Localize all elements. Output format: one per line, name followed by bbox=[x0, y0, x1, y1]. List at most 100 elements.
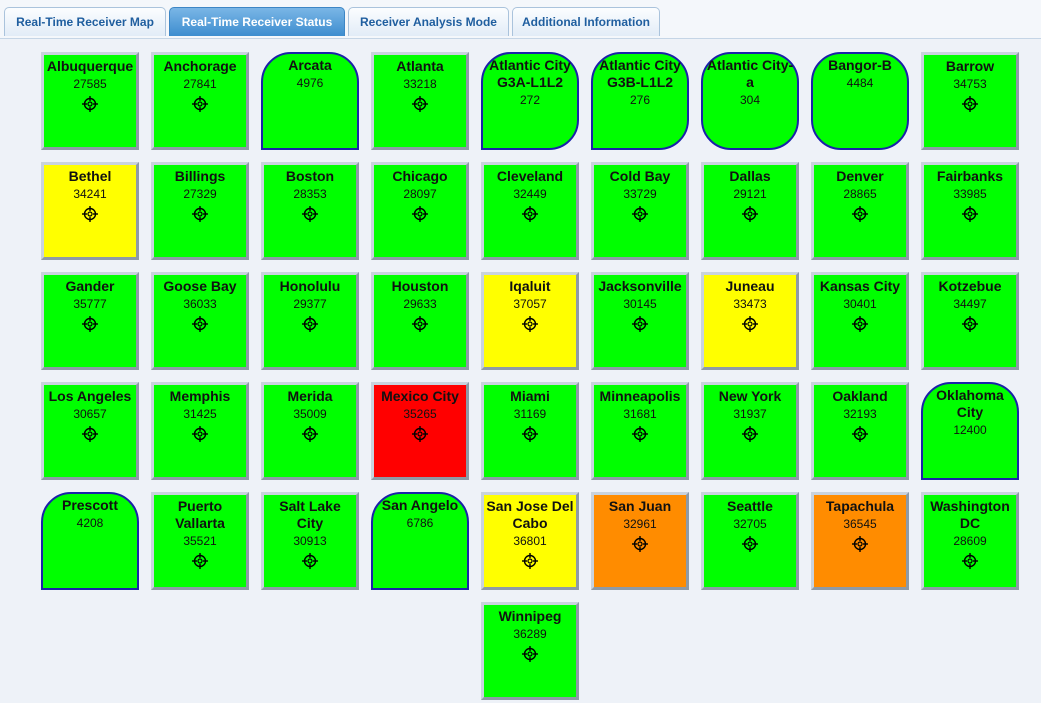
crosshair-icon[interactable] bbox=[192, 553, 208, 569]
receiver-tile[interactable]: Goose Bay 36033 bbox=[151, 272, 249, 370]
crosshair-icon[interactable] bbox=[82, 206, 98, 222]
receiver-tile[interactable]: San Juan 32961 bbox=[591, 492, 689, 590]
receiver-tile[interactable]: Prescott 4208 bbox=[41, 492, 139, 590]
crosshair-icon[interactable] bbox=[302, 206, 318, 222]
crosshair-icon[interactable] bbox=[192, 96, 208, 112]
receiver-name: Tapachula bbox=[825, 498, 895, 514]
crosshair-icon[interactable] bbox=[522, 553, 538, 569]
crosshair-icon[interactable] bbox=[962, 206, 978, 222]
crosshair-icon[interactable] bbox=[852, 316, 868, 332]
receiver-tile[interactable]: Bethel 34241 bbox=[41, 162, 139, 260]
receiver-name: Atlanta bbox=[396, 58, 444, 74]
receiver-tile[interactable]: Atlantic City G3B-L1L2 276 bbox=[591, 52, 689, 150]
crosshair-icon[interactable] bbox=[742, 536, 758, 552]
receiver-tile[interactable]: Juneau 33473 bbox=[701, 272, 799, 370]
crosshair-icon[interactable] bbox=[742, 206, 758, 222]
crosshair-icon[interactable] bbox=[302, 316, 318, 332]
crosshair-icon[interactable] bbox=[632, 426, 648, 442]
crosshair-icon[interactable] bbox=[192, 316, 208, 332]
receiver-tile[interactable]: Iqaluit 37057 bbox=[481, 272, 579, 370]
receiver-tile[interactable]: San Angelo 6786 bbox=[371, 492, 469, 590]
receiver-tile[interactable]: Los Angeles 30657 bbox=[41, 382, 139, 480]
crosshair-icon[interactable] bbox=[852, 206, 868, 222]
crosshair-icon[interactable] bbox=[742, 426, 758, 442]
receiver-tile[interactable]: Merida 35009 bbox=[261, 382, 359, 480]
crosshair-icon[interactable] bbox=[852, 536, 868, 552]
receiver-tile[interactable]: San Jose Del Cabo 36801 bbox=[481, 492, 579, 590]
receiver-tile[interactable]: Fairbanks 33985 bbox=[921, 162, 1019, 260]
tab-additional-information[interactable]: Additional Information bbox=[512, 7, 660, 36]
receiver-tile[interactable]: Kansas City 30401 bbox=[811, 272, 909, 370]
receiver-tile[interactable]: Dallas 29121 bbox=[701, 162, 799, 260]
receiver-name: Billings bbox=[174, 168, 226, 184]
receiver-tile[interactable]: Houston 29633 bbox=[371, 272, 469, 370]
receiver-tile[interactable]: Minneapolis 31681 bbox=[591, 382, 689, 480]
tab-real-time-receiver-map[interactable]: Real-Time Receiver Map bbox=[4, 7, 166, 36]
receiver-tile[interactable]: Winnipeg 36289 bbox=[481, 602, 579, 700]
crosshair-icon[interactable] bbox=[82, 316, 98, 332]
crosshair-icon[interactable] bbox=[412, 316, 428, 332]
receiver-tile[interactable]: Albuquerque 27585 bbox=[41, 52, 139, 150]
receiver-id: 12400 bbox=[953, 423, 987, 437]
receiver-tile[interactable]: New York 31937 bbox=[701, 382, 799, 480]
receiver-tile[interactable]: Puerto Vallarta 35521 bbox=[151, 492, 249, 590]
receiver-tile[interactable]: Mexico City 35265 bbox=[371, 382, 469, 480]
crosshair-icon[interactable] bbox=[412, 206, 428, 222]
receiver-id: 36801 bbox=[513, 534, 547, 548]
crosshair-icon[interactable] bbox=[412, 426, 428, 442]
receiver-tile[interactable]: Boston 28353 bbox=[261, 162, 359, 260]
receiver-tile[interactable]: Seattle 32705 bbox=[701, 492, 799, 590]
receiver-tile[interactable]: Bangor-B 4484 bbox=[811, 52, 909, 150]
crosshair-icon[interactable] bbox=[192, 206, 208, 222]
crosshair-icon[interactable] bbox=[742, 316, 758, 332]
receiver-tile[interactable]: Cleveland 32449 bbox=[481, 162, 579, 260]
crosshair-icon[interactable] bbox=[302, 426, 318, 442]
crosshair-icon[interactable] bbox=[522, 206, 538, 222]
receiver-tile[interactable]: Memphis 31425 bbox=[151, 382, 249, 480]
crosshair-icon[interactable] bbox=[522, 316, 538, 332]
crosshair-icon[interactable] bbox=[962, 553, 978, 569]
crosshair-icon[interactable] bbox=[192, 426, 208, 442]
tab-real-time-receiver-status[interactable]: Real-Time Receiver Status bbox=[169, 7, 345, 36]
receiver-tile[interactable]: Honolulu 29377 bbox=[261, 272, 359, 370]
receiver-tile[interactable]: Oklahoma City 12400 bbox=[921, 382, 1019, 480]
receiver-tile[interactable]: Arcata 4976 bbox=[261, 52, 359, 150]
receiver-tile[interactable]: Tapachula 36545 bbox=[811, 492, 909, 590]
receiver-name: Los Angeles bbox=[48, 388, 132, 404]
receiver-tile[interactable]: Atlantic City G3A-L1L2 272 bbox=[481, 52, 579, 150]
crosshair-icon[interactable] bbox=[82, 426, 98, 442]
receiver-id: 32705 bbox=[733, 517, 767, 531]
receiver-tile[interactable]: Chicago 28097 bbox=[371, 162, 469, 260]
receiver-name: Barrow bbox=[945, 58, 995, 74]
crosshair-icon[interactable] bbox=[632, 536, 648, 552]
receiver-tile[interactable]: Salt Lake City 30913 bbox=[261, 492, 359, 590]
receiver-tile[interactable]: Atlanta 33218 bbox=[371, 52, 469, 150]
receiver-tile[interactable]: Kotzebue 34497 bbox=[921, 272, 1019, 370]
crosshair-icon[interactable] bbox=[82, 96, 98, 112]
receiver-tile[interactable]: Barrow 34753 bbox=[921, 52, 1019, 150]
receiver-name: Anchorage bbox=[163, 58, 237, 74]
receiver-tile[interactable]: Jacksonville 30145 bbox=[591, 272, 689, 370]
crosshair-icon[interactable] bbox=[412, 96, 428, 112]
crosshair-icon[interactable] bbox=[302, 553, 318, 569]
receiver-tile[interactable]: Cold Bay 33729 bbox=[591, 162, 689, 260]
receiver-tile[interactable]: Miami 31169 bbox=[481, 382, 579, 480]
receiver-name: Winnipeg bbox=[498, 608, 562, 624]
receiver-tile[interactable]: Atlantic City-a 304 bbox=[701, 52, 799, 150]
tab-receiver-analysis-mode[interactable]: Receiver Analysis Mode bbox=[348, 7, 509, 36]
crosshair-icon[interactable] bbox=[632, 206, 648, 222]
receiver-tile[interactable]: Denver 28865 bbox=[811, 162, 909, 260]
crosshair-icon[interactable] bbox=[852, 426, 868, 442]
receiver-name: Minneapolis bbox=[599, 388, 681, 404]
crosshair-icon[interactable] bbox=[962, 316, 978, 332]
receiver-id: 30145 bbox=[623, 297, 657, 311]
receiver-tile[interactable]: Oakland 32193 bbox=[811, 382, 909, 480]
receiver-tile[interactable]: Gander 35777 bbox=[41, 272, 139, 370]
receiver-tile[interactable]: Washington DC 28609 bbox=[921, 492, 1019, 590]
crosshair-icon[interactable] bbox=[522, 646, 538, 662]
receiver-tile[interactable]: Anchorage 27841 bbox=[151, 52, 249, 150]
receiver-tile[interactable]: Billings 27329 bbox=[151, 162, 249, 260]
crosshair-icon[interactable] bbox=[632, 316, 648, 332]
crosshair-icon[interactable] bbox=[522, 426, 538, 442]
crosshair-icon[interactable] bbox=[962, 96, 978, 112]
